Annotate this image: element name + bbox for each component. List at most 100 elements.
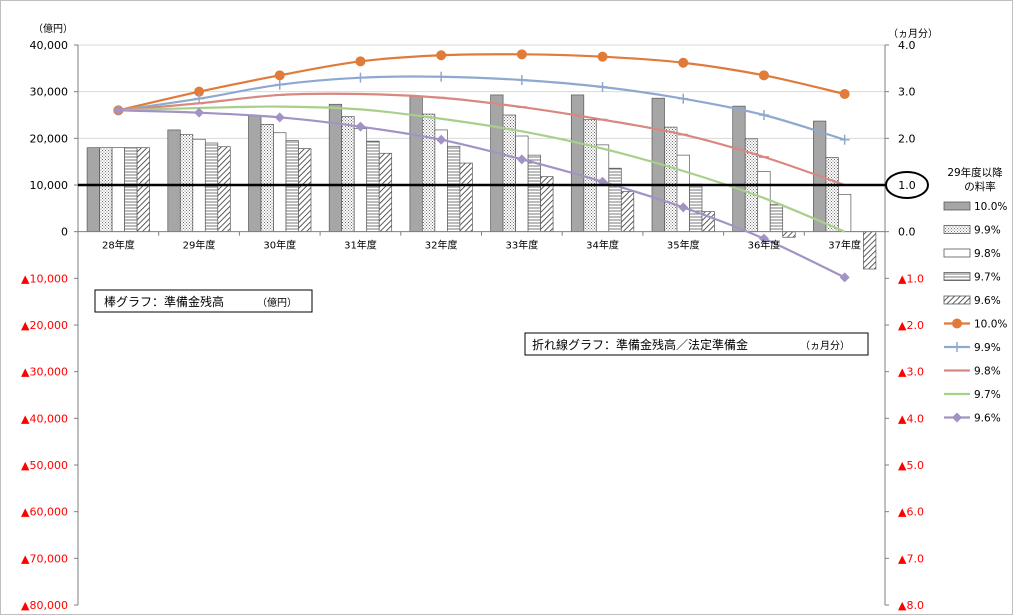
line-annotation-unit: （ヵ月分） xyxy=(800,340,850,352)
line-marker xyxy=(194,86,205,97)
category-label: 28年度 xyxy=(102,239,135,252)
axes xyxy=(74,44,889,606)
legend-label: 9.7% xyxy=(974,272,1001,284)
bar xyxy=(664,126,678,233)
bar xyxy=(248,115,262,233)
bar xyxy=(838,193,852,233)
bar xyxy=(353,128,368,233)
line-series xyxy=(113,49,850,283)
line-marker xyxy=(678,57,689,68)
bar xyxy=(447,145,461,233)
line-marker xyxy=(274,112,285,123)
bar xyxy=(422,113,436,233)
line-marker xyxy=(758,233,769,244)
bar xyxy=(757,171,771,233)
bar xyxy=(595,144,610,233)
category-label: 35年度 xyxy=(667,239,700,252)
tick-labels: 28年度 29年度 30年度 31年度 32年度 33年度 34年度 35年度 36年度 37年度… xyxy=(21,22,938,612)
right-tick-label: ▲6.0 xyxy=(898,506,924,519)
legend-label: 10.0% xyxy=(974,319,1007,331)
bar xyxy=(620,191,635,233)
legend-title: の料率 xyxy=(964,180,996,193)
bar-annotation-box xyxy=(94,289,313,313)
series-line xyxy=(118,109,846,279)
legend-swatch xyxy=(943,248,971,258)
series-line xyxy=(118,75,845,141)
legend-label: 9.9% xyxy=(974,225,1001,237)
bar xyxy=(217,146,231,233)
right-tick-label: 4.0 xyxy=(898,39,916,52)
bar xyxy=(689,183,703,233)
line-marker xyxy=(839,272,850,283)
line-marker xyxy=(355,121,366,132)
line-marker xyxy=(952,412,962,423)
bar-annotation-unit: （億円） xyxy=(257,296,297,309)
line-annotation-box xyxy=(524,332,869,356)
bar xyxy=(676,154,690,233)
line-marker xyxy=(516,154,527,165)
bar xyxy=(502,114,516,233)
bar xyxy=(179,134,194,233)
bar xyxy=(769,204,784,233)
left-tick-label: ▲10,000 xyxy=(21,272,68,285)
annotations: 棒グラフ：準備金残高 （億円） 折れ線グラフ：準備金残高／法定準備金 （ヵ月分） xyxy=(94,289,869,356)
bar xyxy=(204,142,219,233)
bar xyxy=(124,147,138,233)
right-tick-label: 3.0 xyxy=(898,86,916,99)
bar xyxy=(298,148,312,233)
right-tick-label: ▲1.0 xyxy=(898,272,924,285)
left-tick-label: 10,000 xyxy=(30,179,69,192)
category-label: 34年度 xyxy=(586,239,619,252)
legend-swatch xyxy=(943,295,971,305)
bar xyxy=(366,140,380,233)
right-tick-label: ▲3.0 xyxy=(898,366,924,379)
series-line xyxy=(118,92,846,187)
line-marker xyxy=(678,202,689,213)
left-tick-label: ▲20,000 xyxy=(21,319,68,332)
bar xyxy=(378,152,393,233)
category-label: 29年度 xyxy=(183,239,216,252)
category-label: 32年度 xyxy=(425,239,458,252)
legend-label: 9.8% xyxy=(974,248,1001,260)
legend-label: 9.6% xyxy=(974,413,1001,425)
bar xyxy=(86,147,100,233)
category-label: 36年度 xyxy=(748,239,781,252)
bar xyxy=(863,231,877,270)
right-axis-unit: （ヵ月分） xyxy=(888,28,938,40)
line-marker xyxy=(758,70,769,81)
line-series-9.6% xyxy=(113,105,850,283)
line-series-10.0% xyxy=(113,49,850,116)
left-tick-label: 40,000 xyxy=(30,39,69,52)
highlight-tick-label: 1.0 xyxy=(898,179,916,192)
bar xyxy=(782,231,796,238)
right-tick-label: ▲8.0 xyxy=(898,599,924,612)
line-marker xyxy=(952,318,962,329)
bar xyxy=(825,157,839,233)
legend-label: 9.6% xyxy=(974,295,1001,307)
bar xyxy=(527,154,541,233)
right-tick-label: ▲7.0 xyxy=(898,552,924,565)
bar xyxy=(99,147,113,233)
line-marker xyxy=(113,105,124,116)
left-axis-unit: （億円） xyxy=(33,22,73,35)
legend-swatch xyxy=(943,225,971,234)
left-tick-label: ▲60,000 xyxy=(21,506,68,519)
right-tick-label: ▲5.0 xyxy=(898,459,924,472)
line-marker xyxy=(516,49,527,60)
bar xyxy=(111,147,125,233)
legend-swatch xyxy=(943,272,971,281)
left-tick-label: 0 xyxy=(61,226,68,239)
left-tick-label: ▲70,000 xyxy=(21,552,68,565)
left-tick-label: 20,000 xyxy=(30,132,69,145)
bar xyxy=(167,129,181,233)
bar xyxy=(608,167,622,233)
right-tick-label: ▲4.0 xyxy=(898,412,924,425)
bar xyxy=(341,116,355,233)
bar xyxy=(273,132,287,233)
left-tick-label: ▲30,000 xyxy=(21,366,68,379)
right-tick-label: 2.0 xyxy=(898,132,916,145)
line-marker xyxy=(597,51,608,62)
legend-title: 29年度以降 xyxy=(947,166,1003,179)
bar xyxy=(434,129,448,233)
